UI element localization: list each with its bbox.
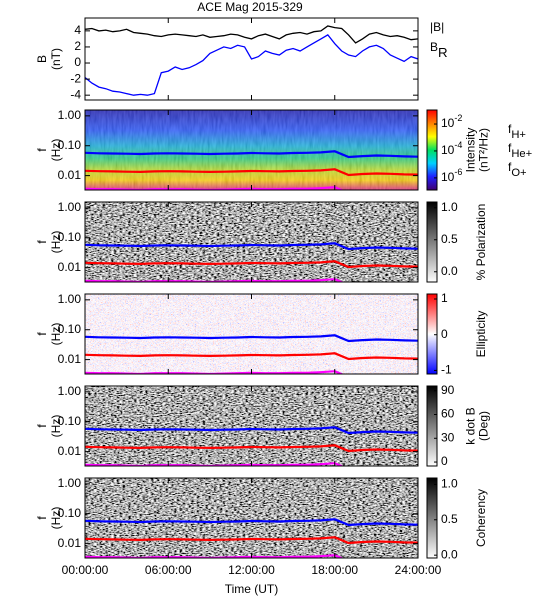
series-line <box>85 352 418 361</box>
colorbar-tick-label-exponent: -2 <box>454 113 462 123</box>
legend-label-sub: H+ <box>511 129 526 141</box>
spectrogram-texture <box>85 110 418 190</box>
y-tick-label: 2 <box>74 39 81 53</box>
colorbar-tick-label: -1 <box>441 363 452 377</box>
x-tick-label: 00:00:00 <box>62 563 109 577</box>
y-axis-label: f <box>35 240 49 244</box>
y-tick-label: 1.00 <box>58 292 82 306</box>
y-tick-label: 1.00 <box>58 384 82 398</box>
colorbar-tick-label: 60 <box>441 407 455 421</box>
colorbar <box>426 109 438 191</box>
spectrogram <box>85 386 418 466</box>
spectrogram <box>85 202 418 282</box>
spectrogram <box>85 294 418 374</box>
y-axis-label: B <box>35 55 49 63</box>
colorbar-label: (nT²/Hz) <box>477 128 491 172</box>
colorbar-tick-label: 10-4 <box>441 140 462 157</box>
y-axis-label: f <box>35 332 49 336</box>
colorbar <box>426 385 438 467</box>
colorbar-tick-label: 1 <box>441 291 448 305</box>
y-tick-label: 1.00 <box>58 108 82 122</box>
y-axis-label: (Hz) <box>49 231 63 254</box>
y-axis-label: f <box>35 148 49 152</box>
colorbar-tick-label-exponent: -4 <box>454 140 462 150</box>
colorbar-tick-label: 0.0 <box>441 264 458 278</box>
series-line <box>85 25 418 44</box>
colorbar-tick-label: 0.5 <box>441 512 458 526</box>
colorbar-label: (Deg) <box>477 411 491 441</box>
colorbar-label: % Polarization <box>474 204 488 281</box>
y-tick-label: 0 <box>74 55 81 69</box>
x-tick-label: 18:00:00 <box>311 563 358 577</box>
series-line <box>85 260 418 269</box>
y-tick-label: 0.01 <box>58 444 82 458</box>
legend-label-sub: He+ <box>511 148 532 160</box>
chart-title: ACE Mag 2015-329 <box>197 0 303 14</box>
colorbar-label: Coherency <box>474 489 488 547</box>
y-tick-label: 0.10 <box>58 322 82 336</box>
legend-label: fO+ <box>508 160 527 179</box>
colorbar-tick-label: 10-2 <box>441 113 462 130</box>
colorbar-tick-label: 0.0 <box>441 547 458 561</box>
y-axis-label: (Hz) <box>49 323 63 346</box>
legend-label-sub: O+ <box>511 167 526 179</box>
y-tick-label: 0.10 <box>58 230 82 244</box>
legend-label: |B| <box>430 20 444 34</box>
y-tick-label: 0.01 <box>58 168 82 182</box>
y-tick-label: 0.10 <box>58 506 82 520</box>
series-line <box>85 168 418 177</box>
y-tick-label: -4 <box>70 87 81 101</box>
y-tick-label: 0.01 <box>58 260 82 274</box>
y-tick-label: 0.10 <box>58 414 82 428</box>
y-axis-label: (nT) <box>49 48 63 70</box>
series-line <box>85 334 418 343</box>
colorbar-tick-label: 1.0 <box>441 200 458 214</box>
x-axis-label: Time (UT) <box>225 582 279 596</box>
series-group <box>85 25 418 96</box>
colorbar-tick-label: 0.5 <box>441 232 458 246</box>
colorbar-label: k dot B <box>464 407 478 444</box>
x-tick-label: 12:00:00 <box>228 563 275 577</box>
y-axis-label: (Hz) <box>49 507 63 530</box>
colorbar-label: Ellipticity <box>474 311 488 358</box>
y-tick-label: 4 <box>74 23 81 37</box>
y-axis-label: (Hz) <box>49 139 63 162</box>
series-line <box>85 444 418 453</box>
colorbar-label: Intensity <box>464 128 478 173</box>
colorbar-tick-label-exponent: -6 <box>454 167 462 177</box>
y-tick-label: 0.10 <box>58 138 82 152</box>
legend-label-sub: R <box>438 45 448 60</box>
y-axis-label: (Hz) <box>49 415 63 438</box>
series-line <box>85 536 418 545</box>
x-tick-label: 06:00:00 <box>145 563 192 577</box>
y-tick-label: 1.00 <box>58 200 82 214</box>
y-axis-label: f <box>35 424 49 428</box>
series-line <box>85 150 418 159</box>
colorbar-tick-label: 30 <box>441 430 455 444</box>
colorbar-tick-label: 10-6 <box>441 167 462 184</box>
series-line <box>85 518 418 527</box>
series-line <box>85 426 418 435</box>
colorbar-tick-label: 1.0 <box>441 477 458 491</box>
y-axis-label: f <box>35 516 49 520</box>
colorbar <box>426 201 438 283</box>
colorbar-tick-label: 0 <box>441 327 448 341</box>
legend-label: fH+ <box>508 122 526 141</box>
y-tick-label: 0.01 <box>58 536 82 550</box>
colorbar-tick-label: 0 <box>441 454 448 468</box>
colorbar-tick-label: 90 <box>441 383 455 397</box>
colorbar <box>426 477 438 559</box>
x-tick-label: 24:00:00 <box>395 563 442 577</box>
y-tick-label: 0.01 <box>58 352 82 366</box>
y-tick-label: 1.00 <box>58 476 82 490</box>
y-tick-label: -2 <box>70 71 81 85</box>
colorbar <box>426 293 438 375</box>
series-line <box>85 242 418 251</box>
spectrogram <box>85 478 418 558</box>
series-line <box>85 34 418 96</box>
legend-label: fHe+ <box>508 141 532 160</box>
legend-label: BR <box>430 40 448 59</box>
